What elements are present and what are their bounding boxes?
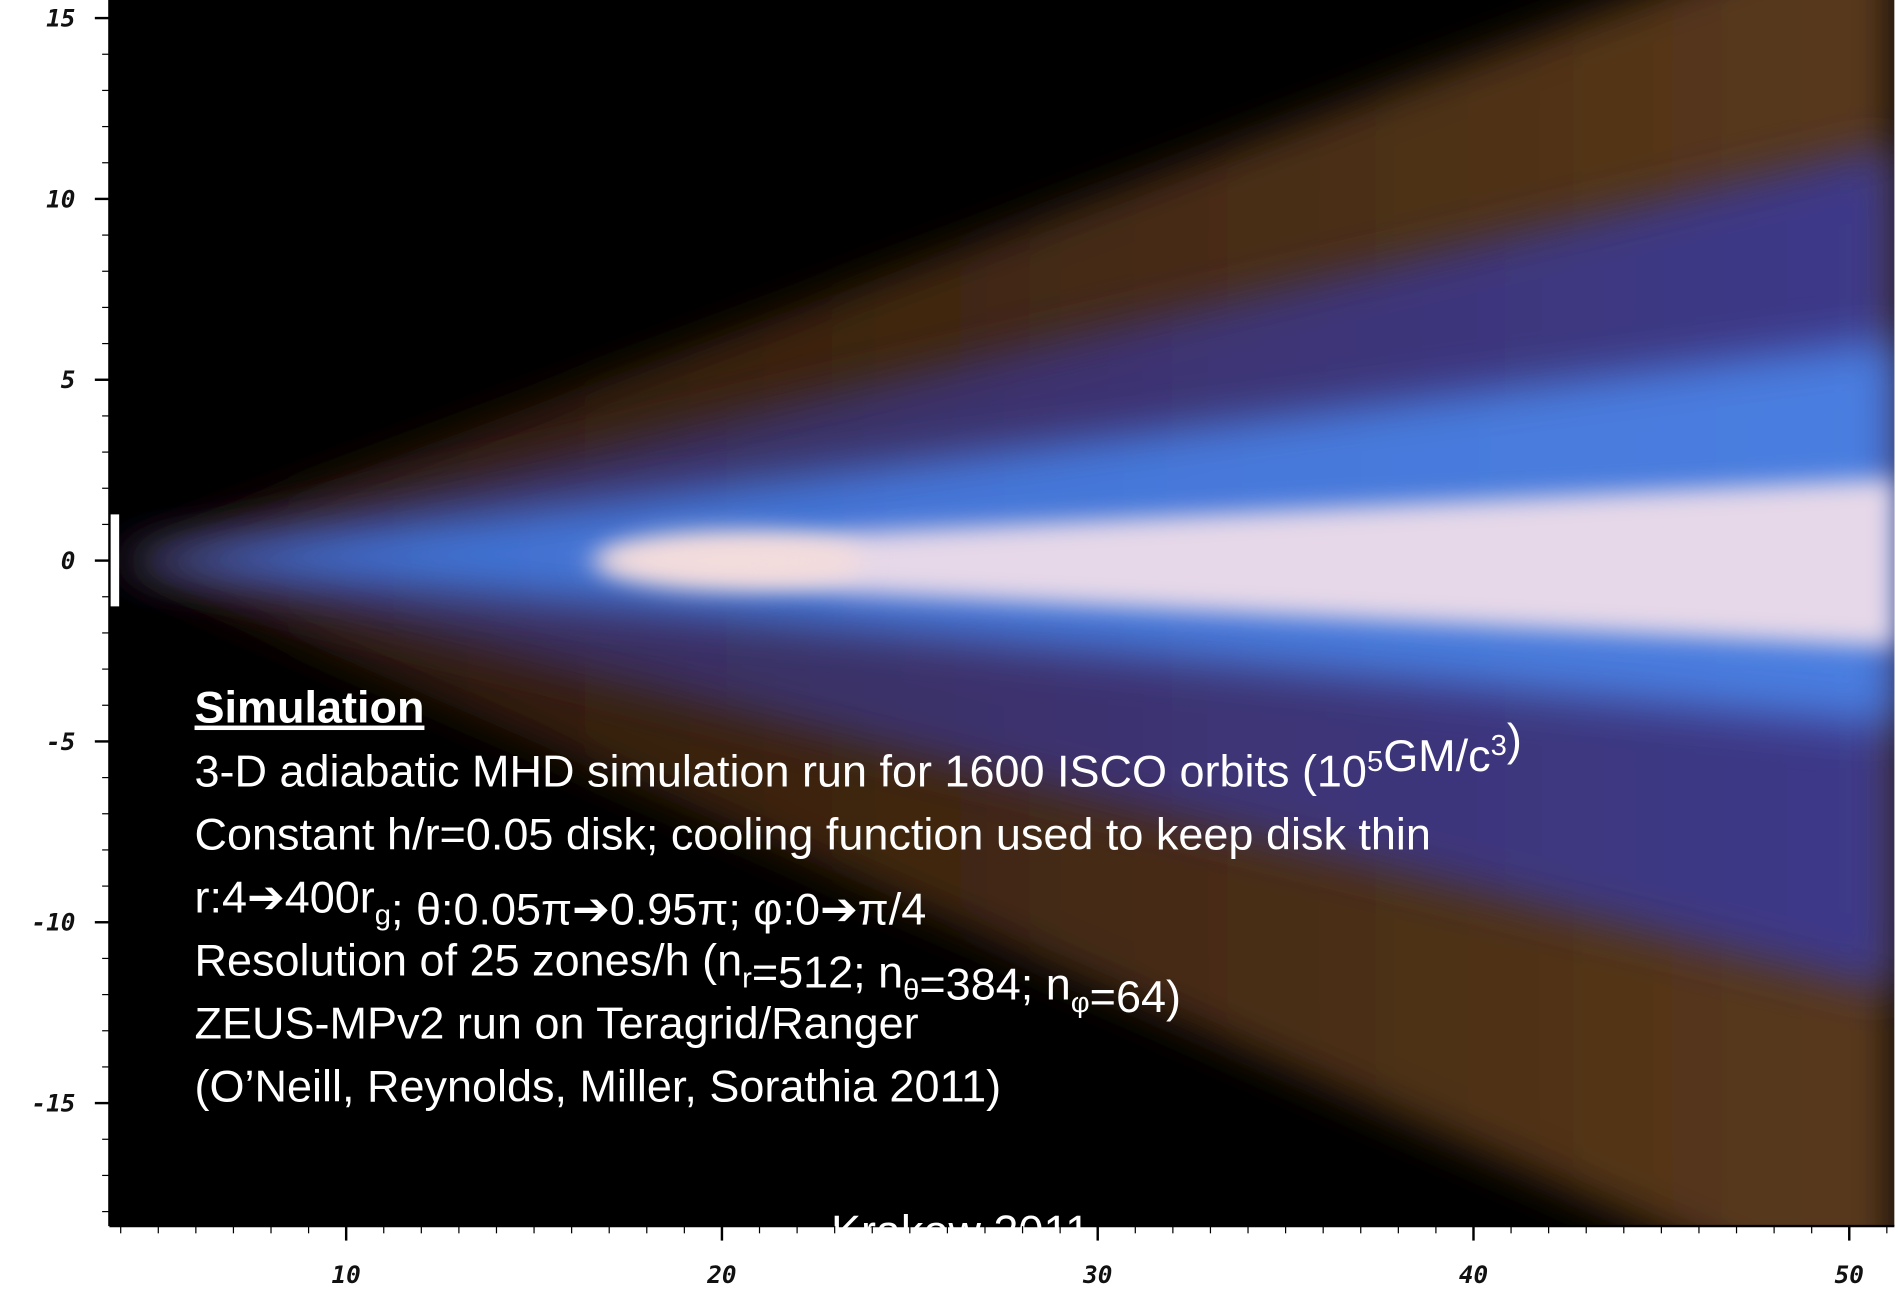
text-run: (O’Neill, Reynolds, Miller, Sorathia 201… bbox=[195, 1060, 1002, 1111]
superscript: 3 bbox=[1491, 730, 1507, 762]
y-tick-label: -10 bbox=[31, 908, 75, 937]
superscript: 5 bbox=[1367, 746, 1383, 778]
x-tick-label: 30 bbox=[1082, 1260, 1112, 1289]
x-tick-label: 20 bbox=[706, 1260, 736, 1289]
y-tick-label: -5 bbox=[46, 727, 75, 756]
y-tick-label: -15 bbox=[31, 1089, 75, 1118]
text-run: =384; n bbox=[919, 959, 1070, 1010]
y-tick-label: 0 bbox=[61, 546, 76, 575]
text-run: =512; n bbox=[752, 947, 903, 998]
subscript: g bbox=[375, 900, 391, 932]
heading: Simulation bbox=[195, 682, 425, 733]
text-run: Resolution of 25 zones/h (n bbox=[195, 935, 743, 986]
text-run: ; θ:0.05π➔0.95π; φ:0➔π/4 bbox=[391, 884, 926, 935]
subscript: r bbox=[742, 963, 752, 995]
text-run: GM/c bbox=[1383, 730, 1490, 781]
text-run: Constant h/r=0.05 disk; cooling function… bbox=[195, 809, 1431, 860]
y-tick-label: 5 bbox=[61, 365, 76, 394]
text-run: ZEUS-MPv2 run on Teragrid/Ranger bbox=[195, 998, 919, 1049]
x-tick-label: 10 bbox=[332, 1260, 361, 1289]
text-line: Constant h/r=0.05 disk; cooling function… bbox=[195, 809, 1431, 860]
y-tick-label: 15 bbox=[46, 4, 75, 33]
text-run: 3-D adiabatic MHD simulation run for 160… bbox=[195, 746, 1367, 797]
text-line: (O’Neill, Reynolds, Miller, Sorathia 201… bbox=[195, 1060, 1002, 1111]
text-line: ZEUS-MPv2 run on Teragrid/Ranger bbox=[195, 998, 919, 1049]
x-tick-label: 50 bbox=[1835, 1260, 1864, 1289]
page: Simulation Krakow 2011 151050-5-10-15102… bbox=[0, 0, 1898, 1289]
text-run: =64) bbox=[1090, 971, 1181, 1022]
watermark: Krakow 2011 bbox=[831, 1206, 1090, 1257]
subscript: φ bbox=[1071, 987, 1090, 1019]
text-run: ) bbox=[1507, 714, 1522, 765]
slide: Simulation Krakow 2011 151050-5-10-15102… bbox=[0, 0, 1898, 1289]
y-tick-label: 10 bbox=[46, 184, 75, 213]
x-tick-label: 40 bbox=[1459, 1260, 1488, 1289]
text-run: r:4➔400r bbox=[195, 872, 375, 923]
